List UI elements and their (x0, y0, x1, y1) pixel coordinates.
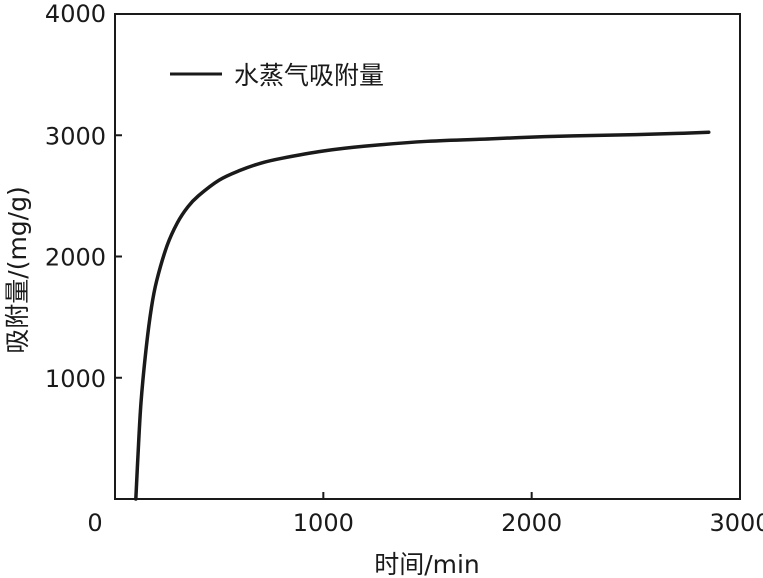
x-tick-label: 3000 (709, 509, 763, 537)
y-tick-label: 2000 (45, 244, 106, 272)
y-tick-label: 3000 (45, 122, 106, 150)
x-axis-ticks: 0 1000 2000 3000 (87, 492, 763, 537)
x-axis-title: 时间/min (374, 550, 480, 578)
y-tick-label: 4000 (45, 0, 106, 28)
series-line-water-vapor-adsorption (134, 130, 711, 501)
series-layer (134, 130, 711, 501)
plot-frame (114, 13, 741, 500)
legend-label: 水蒸气吸附量 (234, 61, 384, 90)
x-tick-label: 2000 (501, 509, 562, 537)
y-axis-ticks: 1000 2000 3000 4000 (45, 0, 122, 393)
x-tick-label: 1000 (293, 509, 354, 537)
y-axis-title: 吸附量/(mg/g) (3, 186, 32, 353)
legend: 水蒸气吸附量 (170, 61, 384, 90)
y-tick-label: 1000 (45, 365, 106, 393)
x-tick-label: 0 (87, 509, 102, 537)
